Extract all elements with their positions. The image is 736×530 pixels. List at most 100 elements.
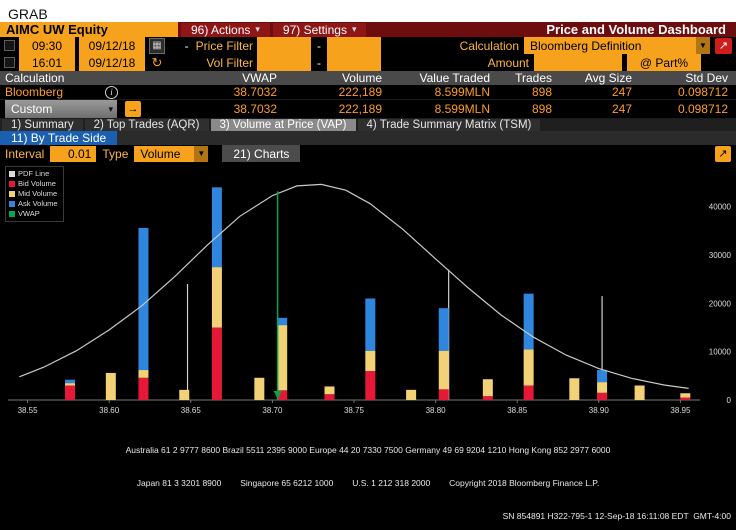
- price-filter-min-input[interactable]: [257, 37, 311, 54]
- amount-group: Amount @ Part%: [488, 54, 732, 71]
- volume-value: 222,189: [338, 85, 382, 99]
- svg-text:38.95: 38.95: [670, 406, 691, 415]
- svg-text:38.65: 38.65: [181, 406, 202, 415]
- start-checkbox[interactable]: [4, 40, 15, 51]
- calculation-label: Calculation: [459, 38, 519, 53]
- end-time-field[interactable]: 16:01: [19, 54, 75, 71]
- part-percent-button[interactable]: @ Part%: [627, 54, 701, 71]
- calculation-dropdown[interactable]: Bloomberg Definition ▼: [524, 37, 710, 54]
- svg-text:38.85: 38.85: [507, 406, 528, 415]
- interval-input[interactable]: 0.01: [50, 145, 97, 162]
- tab-bar: 1) Summary 2) Top Trades (AQR) 3) Volume…: [0, 119, 736, 131]
- col-header-calculation: Calculation: [5, 71, 65, 85]
- col-header-avg-size: Avg Size: [584, 71, 632, 85]
- avg-size-value: 247: [611, 85, 632, 99]
- custom-dropdown-value: Custom: [11, 102, 53, 116]
- settings-menu-label: 97) Settings: [282, 22, 347, 37]
- amount-input[interactable]: [534, 54, 622, 71]
- footer-session-line: SN 854891 H322-795-1 12-Sep-18 16:11:08 …: [502, 511, 731, 521]
- refresh-icon[interactable]: ↻: [151, 54, 163, 70]
- chevron-down-icon: ▾: [351, 24, 357, 34]
- price-filter-label-box: - Price Filter: [169, 39, 253, 53]
- chevron-down-icon: ▾: [255, 24, 260, 34]
- col-header-trades: Trades: [515, 71, 552, 85]
- terminal-footer: Australia 61 2 9777 8600 Brazil 5511 239…: [0, 416, 736, 530]
- row-name-cell: Bloomberg i: [0, 85, 160, 99]
- footer-contact-line: Australia 61 2 9777 8600 Brazil 5511 239…: [125, 445, 611, 455]
- svg-text:20000: 20000: [709, 299, 732, 308]
- settings-menu[interactable]: 97) Settings ▾: [272, 22, 367, 37]
- vol-filter-label-box: Vol Filter: [169, 56, 253, 70]
- avg-size-value: 247: [611, 102, 632, 116]
- dash-text: -: [184, 38, 189, 53]
- start-time-field[interactable]: 09:30: [19, 37, 75, 54]
- end-date-field[interactable]: 09/12/18: [79, 54, 145, 71]
- std-dev-value: 0.098712: [677, 102, 728, 116]
- end-checkbox[interactable]: [4, 57, 15, 68]
- vwap-value: 38.7032: [233, 85, 277, 99]
- legend-label: Ask Volume: [18, 199, 58, 208]
- filter-row-start: 09:30 09/12/18 ▦ - Price Filter - Calcul…: [0, 37, 736, 54]
- tab-top-trades[interactable]: 2) Top Trades (AQR): [84, 119, 209, 131]
- svg-text:38.70: 38.70: [262, 406, 283, 415]
- vol-filter-min-input[interactable]: [257, 54, 311, 71]
- dash-text: -: [317, 38, 321, 53]
- subtab-by-trade-side[interactable]: 11) By Trade Side: [0, 131, 118, 145]
- security-field[interactable]: AIMC UW Equity: [0, 22, 178, 37]
- price-filter-label: Price Filter: [195, 38, 253, 53]
- col-header-value-traded: Value Traded: [419, 71, 491, 85]
- legend-swatch: [9, 180, 15, 187]
- legend-label: Bid Volume: [18, 179, 56, 188]
- actions-menu[interactable]: 96) Actions ▾: [181, 22, 270, 37]
- price-filter-max-input[interactable]: [327, 37, 381, 54]
- legend-label: PDF Line: [18, 169, 50, 178]
- maximize-icon[interactable]: ↗: [715, 145, 731, 162]
- value-traded-value: 8.599MLN: [434, 85, 490, 99]
- value-traded-value: 8.599MLN: [434, 102, 490, 116]
- chevron-down-icon: ▼: [194, 145, 209, 162]
- chevron-down-icon: ▾: [108, 103, 113, 114]
- calendar-icon[interactable]: ▦: [149, 37, 165, 54]
- custom-calculation-dropdown[interactable]: Custom ▾: [5, 100, 117, 118]
- interval-label: Interval: [5, 146, 45, 161]
- svg-text:38.90: 38.90: [589, 406, 610, 415]
- legend-item: Bid Volume: [9, 179, 58, 188]
- calculation-group: Calculation Bloomberg Definition ▼ ↗: [460, 37, 732, 54]
- tab-volume-at-price[interactable]: 3) Volume at Price (VAP): [210, 119, 356, 131]
- svg-text:10000: 10000: [709, 348, 732, 357]
- window-title-bar: GRAB: [0, 0, 736, 22]
- svg-text:38.75: 38.75: [344, 406, 365, 415]
- vap-chart-area[interactable]: 38.55 38.60 38.65 38.70 38.75 38.80 38.85 38.90…: [0, 162, 736, 416]
- row-name-cell: Custom ▾ →: [0, 100, 160, 118]
- export-icon[interactable]: ↗: [715, 37, 732, 54]
- info-icon[interactable]: i: [105, 85, 118, 99]
- svg-text:30000: 30000: [709, 251, 732, 260]
- col-header-std-dev: Std Dev: [685, 71, 728, 85]
- legend-item: Ask Volume: [9, 199, 58, 208]
- dash-text: -: [317, 55, 321, 70]
- vap-chart[interactable]: 38.55 38.60 38.65 38.70 38.75 38.80 38.85 38.90…: [0, 162, 736, 416]
- legend-item: VWAP: [9, 209, 58, 218]
- open-custom-icon[interactable]: →: [125, 101, 141, 117]
- vwap-value: 38.7032: [233, 102, 277, 116]
- legend-label: VWAP: [18, 209, 40, 218]
- type-dropdown[interactable]: Volume ▼: [134, 145, 209, 162]
- tab-trade-summary-matrix[interactable]: 4) Trade Summary Matrix (TSM): [357, 119, 541, 131]
- chart-legend: PDF Line Bid Volume Mid Volume Ask Volume VW…: [5, 166, 64, 222]
- row-name: Bloomberg: [5, 85, 64, 99]
- function-toolbar: 96) Actions ▾ 97) Settings ▾ Price and V…: [178, 22, 736, 37]
- calculation-dropdown-value: Bloomberg Definition: [530, 38, 642, 53]
- table-row-custom: Custom ▾ → 38.7032 222,189 8.599MLN 898 …: [0, 100, 736, 119]
- amount-label: Amount: [487, 55, 529, 70]
- type-dropdown-value: Volume: [140, 146, 181, 161]
- charts-button[interactable]: 21) Charts: [222, 145, 301, 162]
- page-title: Price and Volume Dashboard: [546, 22, 726, 37]
- legend-item: PDF Line: [9, 169, 58, 178]
- filter-row-end: 16:01 09/12/18 ↻ Vol Filter - Amount @ P…: [0, 54, 736, 71]
- tab-summary[interactable]: 1) Summary: [2, 119, 83, 131]
- col-header-vwap: VWAP: [242, 71, 277, 85]
- vol-filter-label: Vol Filter: [206, 55, 253, 70]
- vol-filter-max-input[interactable]: [327, 54, 381, 71]
- start-date-field[interactable]: 09/12/18: [79, 37, 145, 54]
- trades-value: 898: [531, 85, 552, 99]
